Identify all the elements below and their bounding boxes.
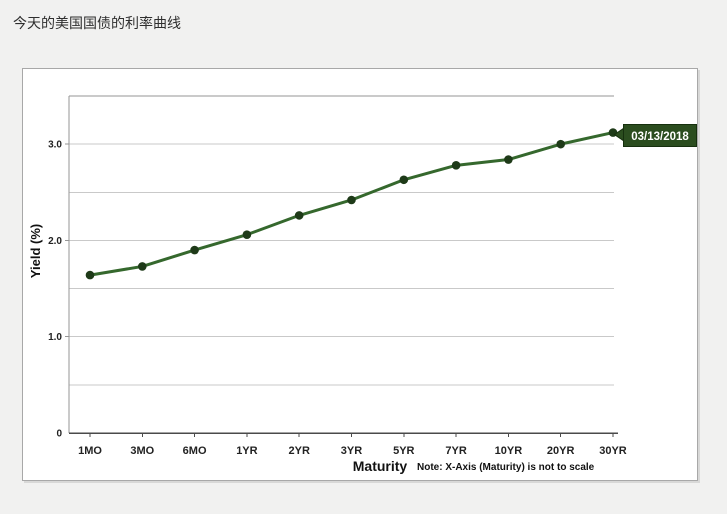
y-tick-label: 1.0 — [48, 332, 62, 343]
y-tick-label: 2.0 — [48, 236, 62, 247]
x-tick-label: 1MO — [78, 445, 102, 457]
x-tick-label: 7YR — [445, 445, 466, 457]
page-title: 今天的美国国债的利率曲线 — [13, 15, 181, 31]
data-point-3yr — [347, 195, 356, 205]
x-tick-label: 5YR — [393, 445, 414, 457]
data-point-20yr — [556, 139, 565, 149]
date-callout-label: 03/13/2018 — [631, 131, 689, 143]
x-tick-label: 10YR — [495, 445, 523, 457]
date-callout-box — [623, 124, 697, 147]
data-point-5yr — [399, 175, 409, 185]
x-tick-label: 20YR — [547, 445, 575, 457]
axis-note: Note: X-Axis (Maturity) is not to scale — [417, 462, 595, 473]
data-point-3mo — [138, 262, 147, 271]
data-point-1yr — [242, 230, 252, 239]
y-tick-label: 3.0 — [48, 140, 62, 151]
chart-panel: 0 1.0 2.0 3.0 1MO 3MO 6MO 1YR 2YR 3YR 5YR 7YR 10YR 20… — [22, 68, 698, 481]
x-tick-label: 30YR — [599, 445, 627, 457]
data-point-6mo — [190, 245, 199, 255]
data-point-1mo — [85, 270, 95, 280]
x-tick-label: 6MO — [183, 445, 207, 457]
data-point-10yr — [504, 155, 513, 164]
x-tick-label: 1YR — [236, 445, 257, 457]
data-point-2yr — [294, 211, 304, 220]
y-tick-label: 0 — [56, 429, 62, 440]
x-tick-label: 2YR — [288, 445, 309, 457]
x-tick-label: 3YR — [341, 445, 362, 457]
x-tick-label: 3MO — [130, 445, 154, 457]
yield-curve-chart: 0 1.0 2.0 3.0 1MO 3MO 6MO 1YR 2YR 3YR 5YR 7YR 10YR 20… — [28, 95, 697, 474]
data-point-7yr — [451, 161, 461, 170]
y-axis-title: Yield (%) — [28, 224, 43, 278]
x-axis-title: Maturity — [353, 458, 408, 474]
